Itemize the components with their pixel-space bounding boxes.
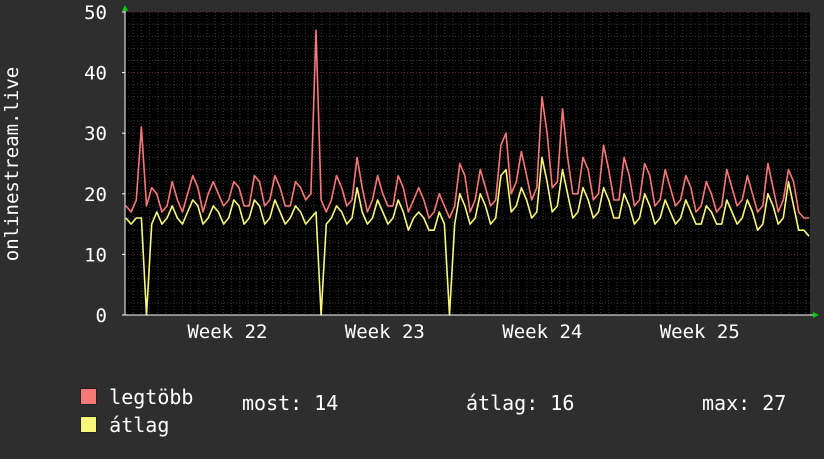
x-tick-label: Week 25 xyxy=(660,321,740,343)
stat-max-value: 27 xyxy=(762,391,787,415)
legend-label-avg: átlag xyxy=(109,413,170,437)
stat-max: max: 27 xyxy=(702,392,786,414)
y-tick-label: 20 xyxy=(84,184,107,206)
y-axis-label: onlinestream.live xyxy=(1,67,23,261)
stat-now-label: most: xyxy=(242,391,303,415)
stat-average-label: átlag: xyxy=(466,391,539,415)
x-tick-label: Week 24 xyxy=(502,321,582,343)
y-axis-arrow-icon xyxy=(122,5,128,11)
plot-area xyxy=(125,12,810,315)
stat-max-label: max: xyxy=(702,391,751,415)
legend-swatch-avg xyxy=(80,416,98,433)
axes xyxy=(122,5,819,318)
y-tick-label: 10 xyxy=(84,244,107,266)
chart-container: 0 10 20 30 40 50 Week 22 Week 23 Week 24 Week 25… xyxy=(1,2,819,436)
x-tick-label: Week 22 xyxy=(187,321,267,343)
y-tick-label: 40 xyxy=(84,63,107,85)
legend-swatch-max xyxy=(80,388,98,405)
x-axis-arrow-icon xyxy=(813,312,819,318)
series-line-max xyxy=(125,29,809,219)
stat-now-value: 14 xyxy=(314,391,339,415)
x-tick-label: Week 23 xyxy=(345,321,425,343)
y-tick-label: 30 xyxy=(84,123,107,145)
legend-label-max: legtöbb xyxy=(109,385,194,409)
stat-now: most: 14 xyxy=(242,392,338,414)
legend-item-max: legtöbb xyxy=(32,364,193,408)
x-ticks: Week 22 Week 23 Week 24 Week 25 xyxy=(187,321,739,343)
stat-average-value: 16 xyxy=(550,391,575,415)
y-ticks: 0 10 20 30 40 50 xyxy=(84,2,107,327)
series-line-avg xyxy=(125,156,810,316)
grid xyxy=(124,11,810,316)
series-lines xyxy=(125,29,810,316)
y-tick-label: 0 xyxy=(96,305,107,327)
y-tick-label: 50 xyxy=(84,2,107,24)
legend-item-avg: átlag xyxy=(32,392,169,436)
line-chart: 0 10 20 30 40 50 Week 22 Week 23 Week 24 Week 25… xyxy=(1,2,819,343)
stat-average: átlag: 16 xyxy=(466,392,574,414)
